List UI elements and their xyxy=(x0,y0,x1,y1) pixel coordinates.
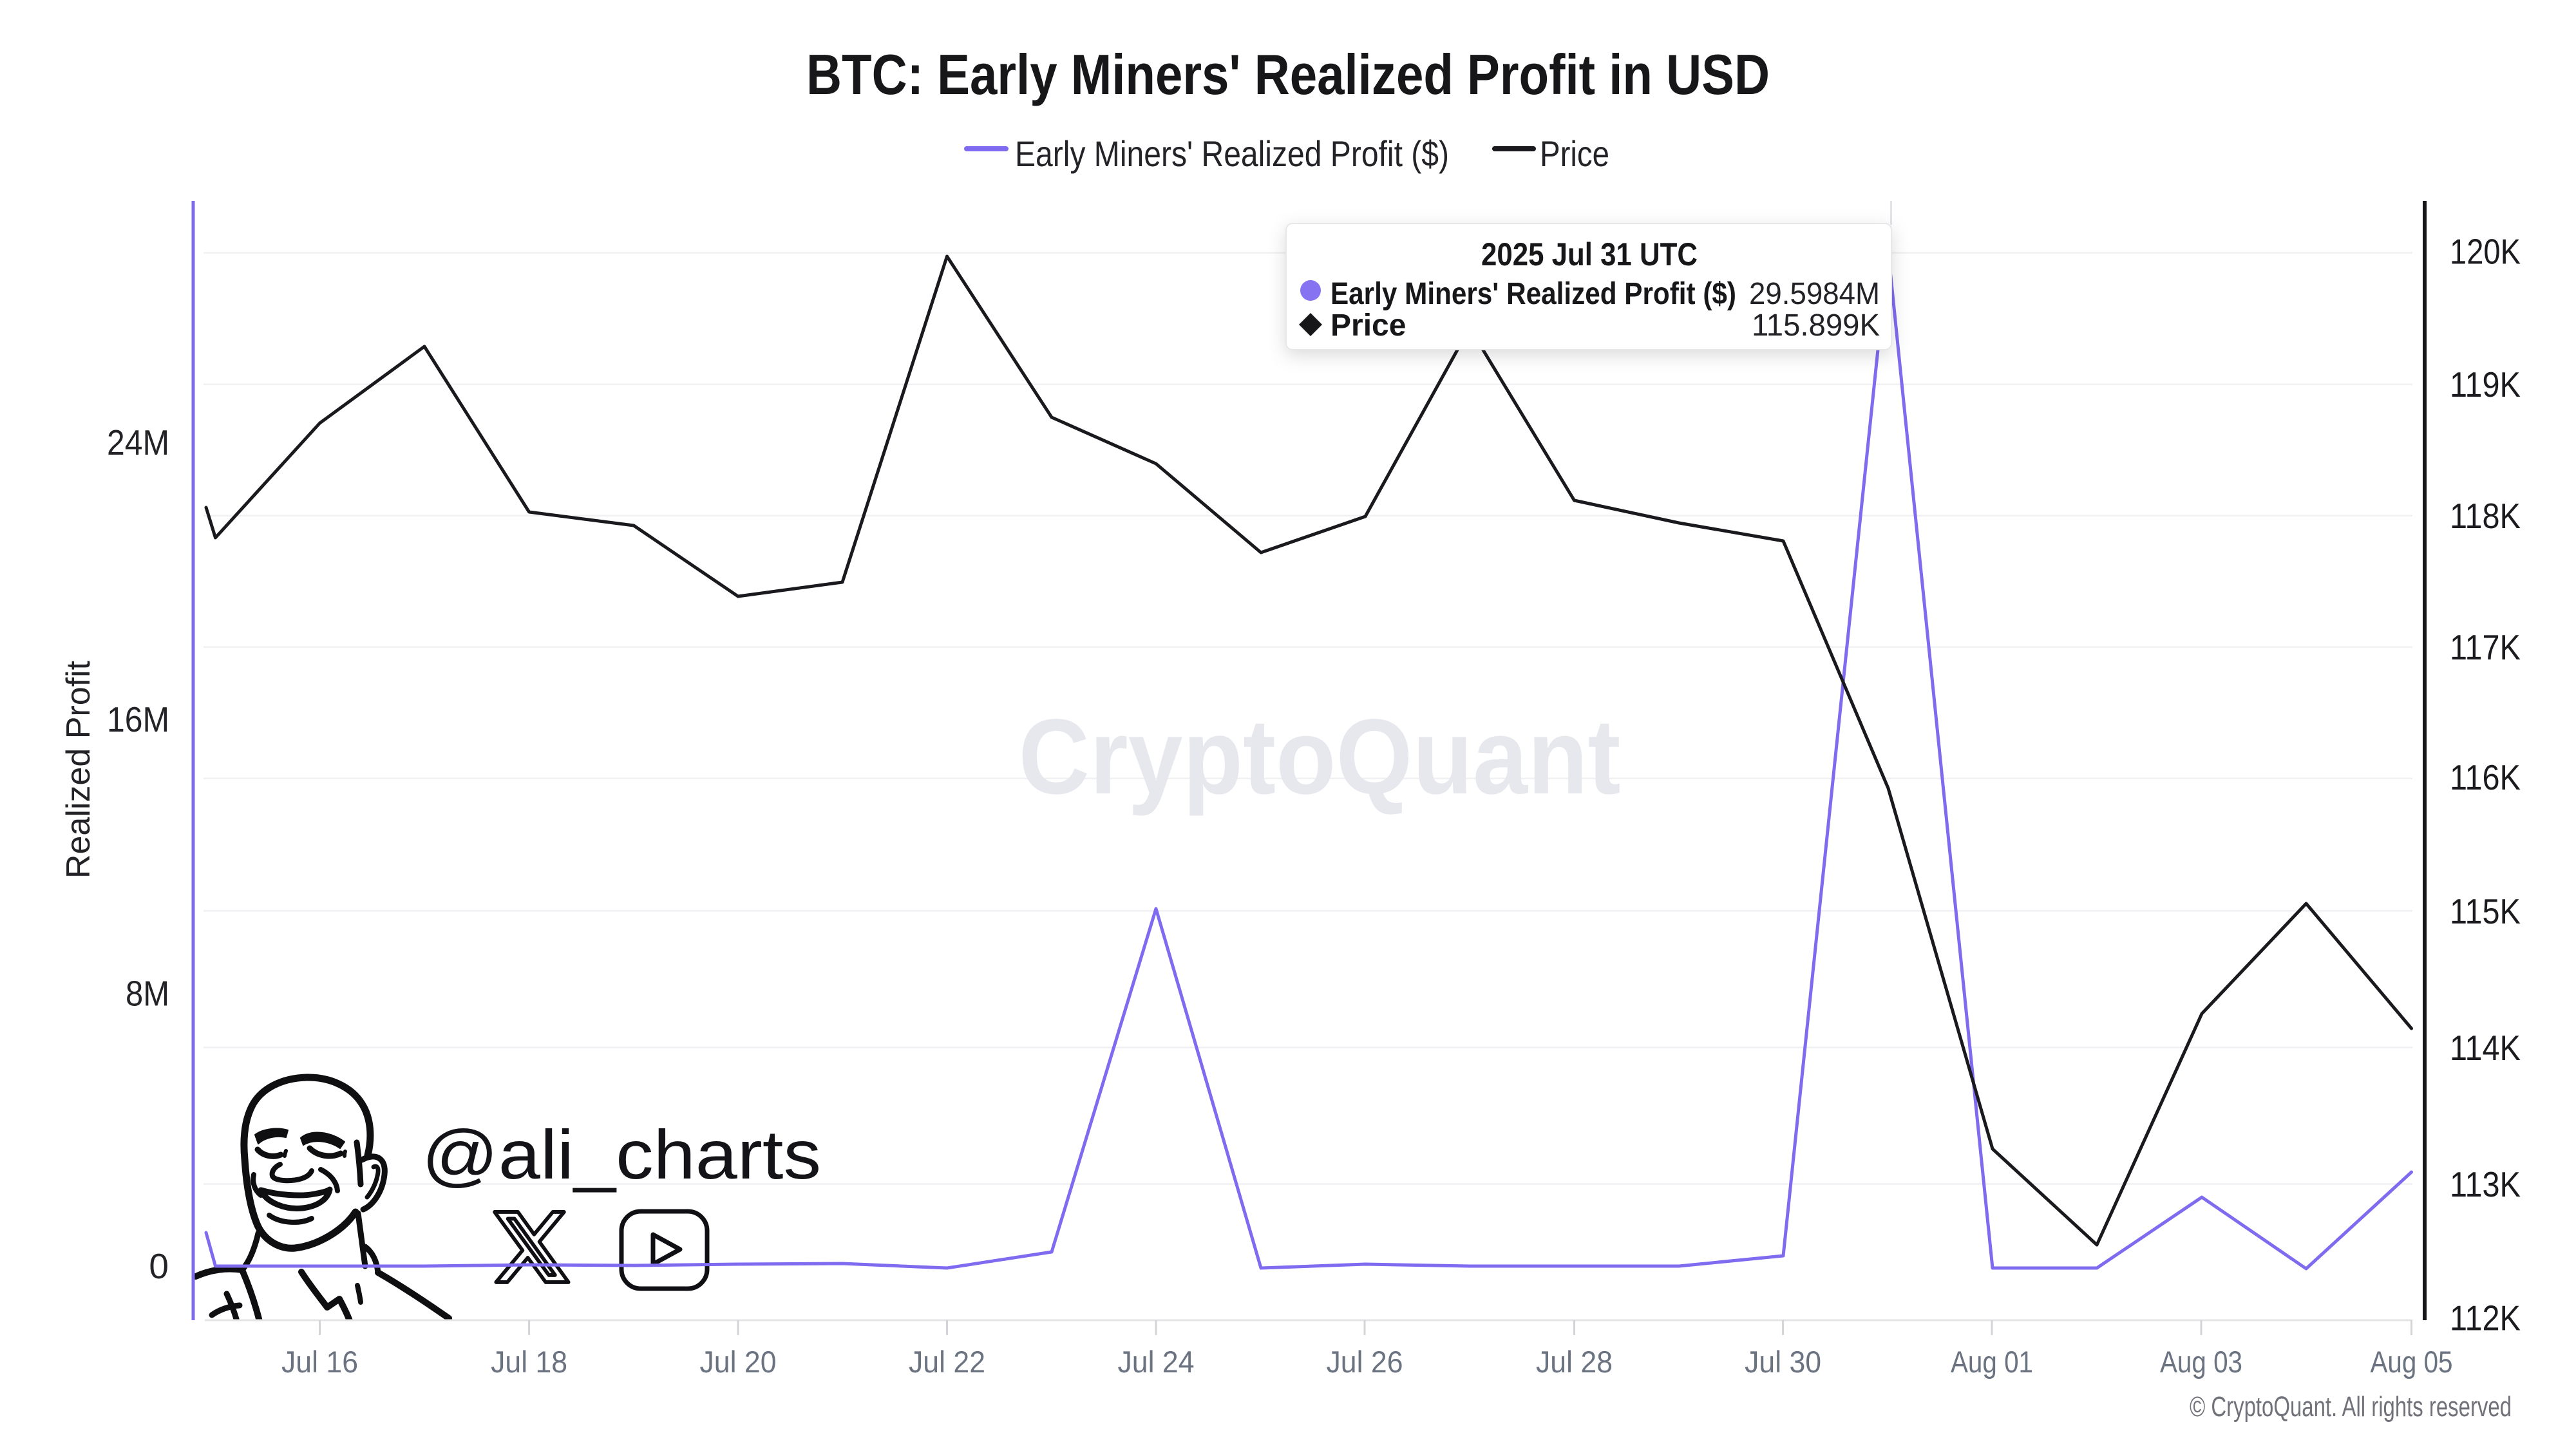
svg-text:Jul 16: Jul 16 xyxy=(281,1345,358,1379)
svg-text:Jul 18: Jul 18 xyxy=(491,1345,567,1379)
svg-text:120K: 120K xyxy=(2450,232,2521,272)
svg-text:116K: 116K xyxy=(2450,757,2521,797)
svg-text:Price: Price xyxy=(1540,133,1609,174)
svg-text:Jul 26: Jul 26 xyxy=(1327,1345,1403,1379)
svg-text:0: 0 xyxy=(149,1246,169,1286)
svg-text:Early Miners' Realized Profit: Early Miners' Realized Profit ($) xyxy=(1015,133,1449,174)
svg-text:© CryptoQuant. All rights rese: © CryptoQuant. All rights reserved xyxy=(2190,1391,2512,1423)
svg-text:115K: 115K xyxy=(2450,891,2521,931)
svg-text:Jul 28: Jul 28 xyxy=(1536,1345,1613,1379)
svg-text:CryptoQuant: CryptoQuant xyxy=(1019,697,1621,817)
svg-text:24M: 24M xyxy=(107,422,169,462)
svg-text:8M: 8M xyxy=(126,974,169,1014)
svg-text:Jul 20: Jul 20 xyxy=(700,1345,777,1379)
svg-text:Jul 30: Jul 30 xyxy=(1745,1345,1821,1379)
svg-text:117K: 117K xyxy=(2450,627,2521,667)
svg-text:Aug 01: Aug 01 xyxy=(1951,1345,2033,1379)
svg-text:Early Miners' Realized Profit: Early Miners' Realized Profit ($) xyxy=(1331,277,1736,311)
svg-text:Jul 24: Jul 24 xyxy=(1118,1345,1195,1379)
svg-text:Aug 03: Aug 03 xyxy=(2160,1345,2242,1379)
svg-text:114K: 114K xyxy=(2450,1028,2521,1068)
svg-text:Aug 05: Aug 05 xyxy=(2371,1345,2453,1379)
svg-text:119K: 119K xyxy=(2450,365,2521,404)
svg-text:2025 Jul 31 UTC: 2025 Jul 31 UTC xyxy=(1481,236,1698,272)
svg-text:113K: 113K xyxy=(2450,1164,2521,1204)
svg-text:Price: Price xyxy=(1331,308,1406,343)
svg-text:16M: 16M xyxy=(107,699,169,739)
svg-text:@ali_charts: @ali_charts xyxy=(422,1115,821,1193)
svg-text:BTC: Early Miners' Realized Pr: BTC: Early Miners' Realized Profit in US… xyxy=(806,43,1770,106)
svg-text:29.5984M: 29.5984M xyxy=(1749,277,1880,311)
svg-text:Jul 22: Jul 22 xyxy=(909,1345,985,1379)
svg-text:118K: 118K xyxy=(2450,496,2521,536)
svg-text:Realized Profit: Realized Profit xyxy=(60,660,97,878)
svg-text:115.899K: 115.899K xyxy=(1752,308,1880,343)
svg-text:112K: 112K xyxy=(2450,1298,2521,1338)
